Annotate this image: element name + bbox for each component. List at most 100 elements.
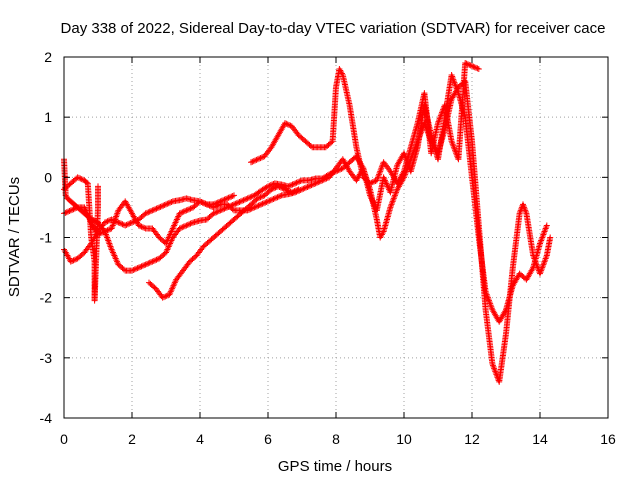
- data-point: [323, 175, 330, 182]
- data-point: [312, 180, 319, 187]
- data-point: [286, 121, 293, 128]
- data-point: [253, 156, 260, 163]
- y-tick-label: -2: [40, 290, 53, 306]
- data-point: [471, 64, 478, 71]
- data-point: [78, 176, 85, 183]
- data-point: [141, 224, 148, 231]
- data-point: [186, 221, 193, 228]
- y-tick-labels: -4 -3 -2 -1 0 1 2: [40, 49, 53, 426]
- data-point: [284, 121, 291, 128]
- data-point: [124, 221, 131, 228]
- data-point: [266, 197, 273, 204]
- data-point: [337, 166, 344, 173]
- data-point: [105, 226, 112, 233]
- data-point: [277, 192, 284, 199]
- data-point: [254, 203, 261, 210]
- data-point: [213, 200, 220, 207]
- data-point: [300, 185, 307, 192]
- data-point: [127, 220, 134, 227]
- data-point: [130, 266, 137, 273]
- data-point: [149, 207, 156, 214]
- data-point: [138, 263, 145, 270]
- data-point: [262, 199, 269, 206]
- data-point: [199, 199, 206, 206]
- data-point: [120, 266, 127, 273]
- data-point: [163, 201, 169, 208]
- data-point: [103, 218, 110, 225]
- data-point: [156, 204, 163, 211]
- data-point: [152, 257, 159, 264]
- data-point: [256, 202, 263, 209]
- data-point: [265, 198, 271, 205]
- data-point: [248, 159, 254, 166]
- data-point: [254, 156, 261, 163]
- data-point: [240, 197, 247, 204]
- data-point: [282, 120, 288, 127]
- data-point: [135, 264, 142, 271]
- data-point: [268, 186, 275, 193]
- data-point: [322, 176, 329, 183]
- data-point: [462, 60, 469, 67]
- data-point: [138, 223, 145, 230]
- data-point: [475, 66, 482, 73]
- data-point: [153, 256, 160, 263]
- data-point: [70, 206, 77, 213]
- data-point: [202, 200, 209, 207]
- data-point: [294, 179, 301, 186]
- data-point: [83, 179, 90, 186]
- data-point: [467, 62, 474, 69]
- data-point: [73, 205, 80, 212]
- data-point: [241, 196, 248, 203]
- data-point: [139, 224, 146, 231]
- data-point: [291, 188, 298, 195]
- data-point: [146, 208, 153, 215]
- data-point: [320, 176, 327, 183]
- data-point: [224, 195, 231, 202]
- data-point: [71, 205, 78, 212]
- data-point: [220, 197, 227, 204]
- data-point: [367, 180, 373, 187]
- x-tick-label: 0: [60, 431, 68, 447]
- series-6: [61, 174, 101, 304]
- data-point: [235, 199, 242, 206]
- chart-title: Day 338 of 2022, Sidereal Day-to-day VTE…: [61, 20, 606, 37]
- data-point: [236, 199, 243, 206]
- data-point: [66, 208, 73, 215]
- data-point: [146, 259, 153, 266]
- data-point: [197, 198, 203, 205]
- data-point: [289, 181, 296, 188]
- data-point: [74, 174, 81, 181]
- data-point: [148, 259, 155, 266]
- data-point: [313, 179, 320, 186]
- data-point: [182, 208, 189, 215]
- data-point: [284, 187, 291, 194]
- data-point: [229, 192, 236, 199]
- data-point: [318, 177, 325, 184]
- data-point: [290, 180, 297, 187]
- data-point: [216, 208, 223, 215]
- data-point: [137, 223, 144, 230]
- data-point: [126, 220, 133, 227]
- data-point: [145, 209, 152, 216]
- data-point: [101, 228, 108, 235]
- data-point: [464, 61, 471, 68]
- data-point: [315, 179, 322, 186]
- data-point: [369, 179, 376, 186]
- data-point: [100, 229, 107, 236]
- data-point: [255, 202, 262, 209]
- data-point: [267, 197, 274, 204]
- data-point: [245, 194, 252, 201]
- data-point: [371, 178, 378, 185]
- x-tick-label: 4: [196, 431, 204, 447]
- y-axis-label: SDTVAR / TECUs: [6, 177, 23, 297]
- data-point: [111, 217, 118, 224]
- data-point: [239, 197, 246, 204]
- data-point: [143, 260, 150, 267]
- data-point: [469, 63, 475, 70]
- data-point: [105, 217, 112, 224]
- y-tick-label: 1: [44, 109, 52, 125]
- data-point: [131, 266, 138, 273]
- data-point: [148, 208, 155, 215]
- series-4: [146, 183, 302, 301]
- data-point: [272, 184, 279, 191]
